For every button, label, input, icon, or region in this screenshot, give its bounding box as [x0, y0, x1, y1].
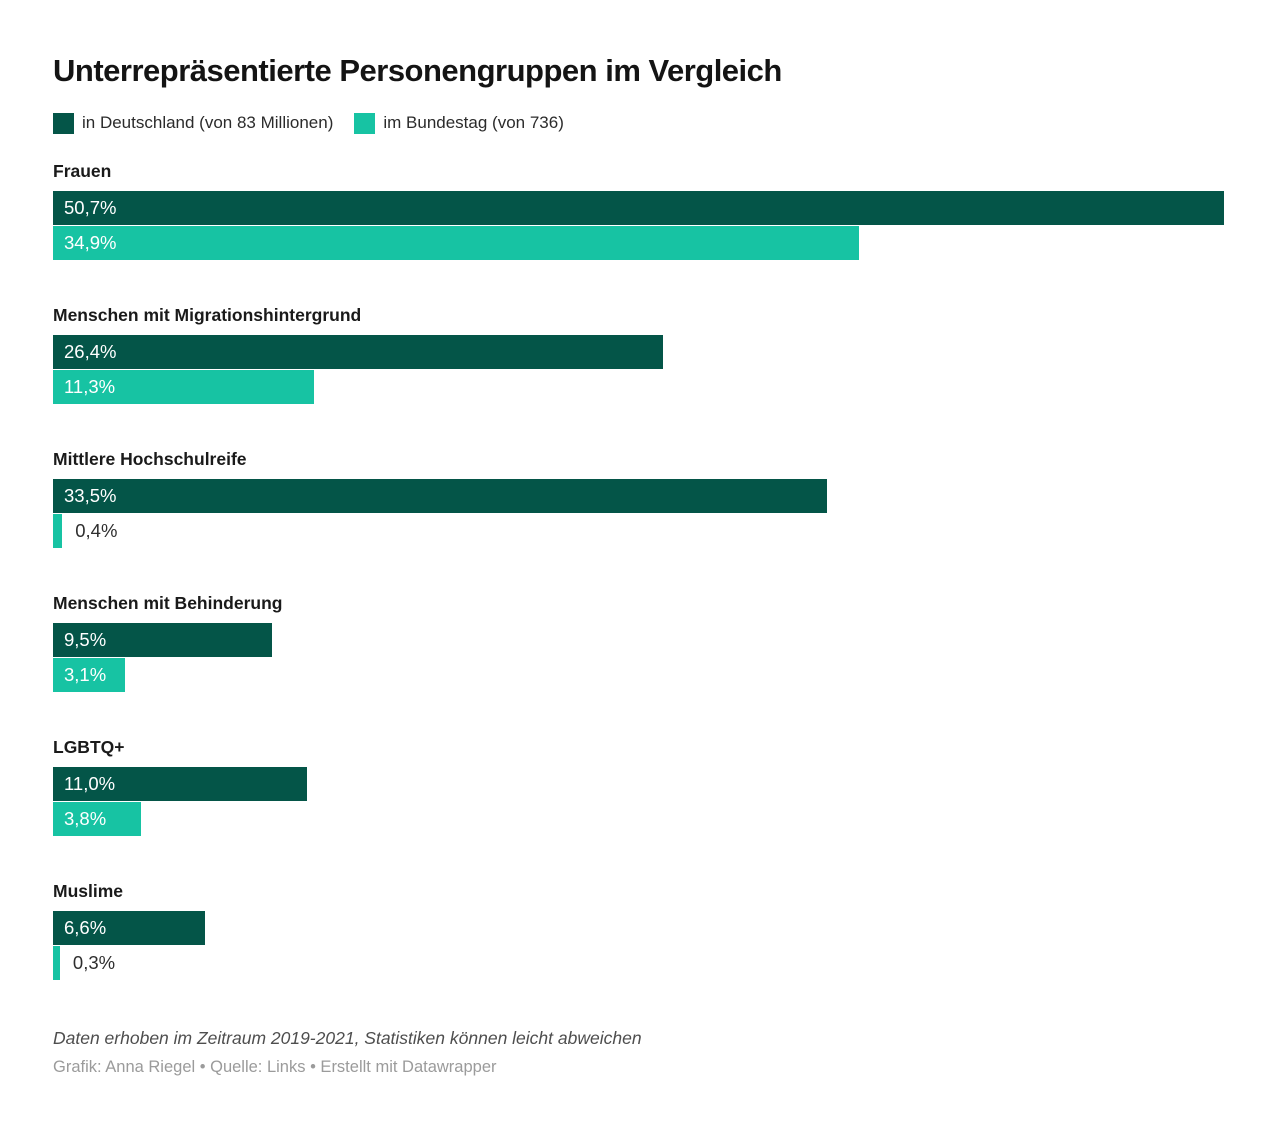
bar-value-label: 11,0%	[64, 772, 116, 794]
footer-byline: Grafik: Anna Riegel • Quelle: Links • Er…	[53, 1057, 497, 1076]
footer-note: Daten erhoben im Zeitraum 2019-2021, Sta…	[53, 1027, 642, 1048]
bar-row: 0,4%	[53, 513, 1224, 548]
category-label: Menschen mit Behinderung	[53, 592, 283, 613]
bar	[53, 334, 663, 369]
bar-value-label: 9,5%	[64, 628, 107, 650]
legend-label-bundestag: im Bundestag (von 736)	[383, 113, 564, 133]
legend-swatch-bundestag-icon	[354, 112, 376, 134]
bar-row: 9,5%	[53, 622, 1224, 657]
bar-value-label: 3,8%	[64, 807, 107, 829]
legend-swatch-deutschland-icon	[53, 112, 74, 134]
page-title: Unterrepräsentierte Personengruppen im V…	[53, 53, 782, 88]
bar-row: 50,7%	[53, 190, 1224, 225]
bar-row: 34,9%	[53, 225, 1224, 260]
legend-item-deutschland: in Deutschland (von 83 Millionen)	[53, 112, 334, 134]
category-label: LGBTQ+	[53, 736, 125, 757]
bar-value-label: 50,7%	[64, 196, 117, 218]
bar-row: 0,3%	[53, 945, 1224, 980]
category-label: Muslime	[53, 880, 124, 901]
bar-group: Frauen 50,7% 34,9%	[53, 161, 1224, 260]
bar-value-label: 0,4%	[75, 519, 118, 541]
chart-page: Unterrepräsentierte Personengruppen im V…	[53, 53, 1224, 1077]
legend-item-bundestag: im Bundestag (von 736)	[354, 112, 564, 134]
bar-value-label: 11,3%	[64, 375, 116, 397]
bar-row: 3,8%	[53, 801, 1224, 836]
bar-value-label: 3,1%	[64, 663, 107, 685]
chart-footer: Daten erhoben im Zeitraum 2019-2021, Sta…	[53, 1025, 1224, 1077]
bar-row: 26,4%	[53, 334, 1224, 369]
bar	[53, 225, 860, 260]
bar-group: Mittlere Hochschulreife 33,5% 0,4%	[53, 449, 1224, 548]
bar-value-label: 34,9%	[64, 231, 117, 253]
bar-group: LGBTQ+ 11,0% 3,8%	[53, 737, 1224, 836]
bar-value-label: 6,6%	[64, 916, 107, 938]
bar	[53, 513, 63, 548]
bar	[53, 190, 1224, 225]
bar	[53, 801, 141, 836]
category-label: Menschen mit Migrationshintergrund	[53, 304, 362, 325]
bar-row: 6,6%	[53, 910, 1224, 945]
bar-value-label: 33,5%	[64, 484, 117, 506]
bar	[53, 657, 125, 692]
bar-row: 3,1%	[53, 657, 1224, 692]
bar	[53, 622, 273, 657]
bar-row: 33,5%	[53, 478, 1224, 513]
bar-row: 11,0%	[53, 766, 1224, 801]
legend-label-deutschland: in Deutschland (von 83 Millionen)	[82, 113, 334, 133]
bar	[53, 478, 827, 513]
category-label: Mittlere Hochschulreife	[53, 448, 247, 469]
bar-row: 11,3%	[53, 369, 1224, 404]
bar	[53, 369, 314, 404]
bar-group: Menschen mit Migrationshintergrund 26,4% 1…	[53, 305, 1224, 404]
bar-chart: Frauen 50,7% 34,9% Menschen mit Migrationsh…	[53, 161, 1224, 980]
bar	[53, 910, 206, 945]
bar	[53, 766, 308, 801]
legend: in Deutschland (von 83 Millionen) im Bun…	[53, 112, 1224, 134]
bar-value-label: 0,3%	[72, 951, 116, 973]
bar-value-label: 26,4%	[64, 340, 117, 362]
bar-group: Menschen mit Behinderung 9,5% 3,1%	[53, 593, 1224, 692]
bar-group: Muslime 6,6% 0,3%	[53, 881, 1224, 980]
bar	[53, 945, 60, 980]
category-label: Frauen	[53, 160, 112, 181]
